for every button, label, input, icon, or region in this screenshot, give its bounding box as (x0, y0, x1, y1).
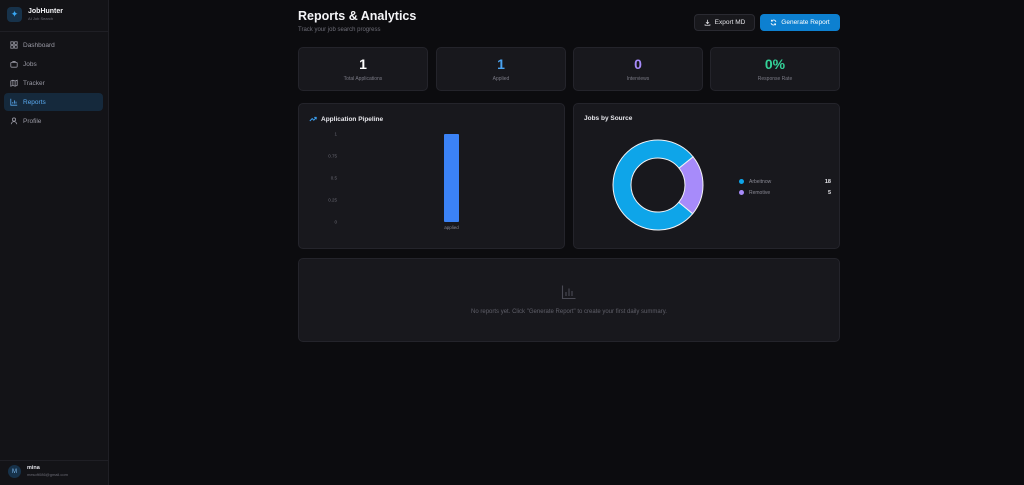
stat-label: Response Rate (757, 76, 793, 82)
stat-label: Interviews (626, 76, 650, 82)
download-icon (704, 19, 710, 26)
sparkle-icon: ✦ (7, 7, 22, 22)
card-title-label: Application Pipeline (321, 115, 384, 123)
sidebar-item-profile[interactable]: Profile (4, 112, 103, 130)
card-title: Application Pipeline (309, 115, 383, 123)
stat-label: Applied (492, 76, 510, 82)
sidebar-item-dashboard[interactable]: Dashboard (4, 36, 103, 54)
refresh-icon (770, 19, 777, 26)
user-email: mesoft086@gmail.com (27, 472, 68, 477)
stat-value: 0% (764, 56, 786, 72)
card-title: Jobs by Source (584, 115, 632, 122)
stat-interviews: 0 Interviews (573, 47, 703, 91)
trending-up-icon (309, 116, 317, 122)
app-subtitle: AI Job Search (28, 16, 54, 21)
y-tick-label: 0 (334, 220, 337, 225)
legend-value: 18 (824, 178, 831, 185)
sidebar-item-label: Jobs (23, 60, 37, 68)
user-icon (10, 117, 18, 125)
slice-arbeitnow (612, 139, 694, 231)
sidebar-item-label: Reports (23, 98, 46, 106)
legend-item-remotive: Remotive 5 (739, 187, 831, 198)
generate-report-button[interactable]: Generate Report (760, 14, 840, 31)
pipeline-bar-chart: 0 0.25 0.5 0.75 1 applied (328, 132, 459, 231)
sidebar-item-label: Profile (23, 117, 42, 125)
y-tick-label: 0.5 (331, 176, 338, 181)
chart-legend: Arbeitnow 18 Remotive 5 (739, 176, 831, 198)
legend-swatch (739, 179, 744, 184)
generate-report-label: Generate Report (781, 19, 830, 26)
layout-grid-icon (10, 41, 18, 49)
user-name: mina (27, 465, 40, 471)
divider (0, 31, 109, 32)
y-tick-label: 1 (334, 132, 337, 137)
legend-value: 5 (827, 189, 831, 196)
empty-state-text: No reports yet. Click "Generate Report" … (471, 309, 667, 315)
bar-chart-icon (561, 285, 576, 300)
export-md-button[interactable]: Export MD (694, 14, 755, 31)
jobs-by-source-card: Jobs by Source Arbeitnow 18 Remotive 5 (573, 103, 840, 249)
bar-applied (444, 134, 459, 222)
sidebar: ✦ JobHunter AI Job Search Dashboard Jobs… (0, 0, 109, 485)
legend-swatch (739, 190, 744, 195)
stat-total-applications: 1 Total Applications (298, 47, 428, 91)
stat-value: 1 (497, 56, 505, 72)
avatar: M (8, 465, 21, 478)
slice-remotive (678, 156, 704, 215)
sidebar-item-label: Tracker (23, 79, 45, 87)
bar-chart-icon (10, 98, 18, 106)
page-title: Reports & Analytics (298, 9, 417, 23)
sidebar-item-reports[interactable]: Reports (4, 93, 103, 111)
stat-applied: 1 Applied (436, 47, 566, 91)
jobs-by-source-donut-chart (612, 139, 704, 231)
stat-label: Total Applications (343, 76, 383, 82)
map-icon (10, 79, 18, 87)
y-tick-label: 0.75 (328, 154, 337, 159)
x-tick-label: applied (444, 225, 459, 230)
brand[interactable]: ✦ JobHunter AI Job Search (7, 7, 63, 22)
sidebar-item-tracker[interactable]: Tracker (4, 74, 103, 92)
legend-label: Remotive (749, 189, 771, 196)
legend-item-arbeitnow: Arbeitnow 18 (739, 176, 831, 187)
y-tick-label: 0.25 (328, 198, 337, 203)
divider (0, 460, 109, 461)
user-profile[interactable]: M mina mesoft086@gmail.com (8, 465, 68, 478)
sidebar-nav: Dashboard Jobs Tracker Reports Profile (4, 36, 103, 131)
stat-response-rate: 0% Response Rate (710, 47, 840, 91)
briefcase-icon (10, 61, 18, 68)
application-pipeline-card: Application Pipeline 0 0.25 0.5 0.75 1 applie… (298, 103, 565, 249)
legend-label: Arbeitnow (749, 178, 772, 185)
stat-value: 1 (359, 56, 367, 72)
sidebar-item-label: Dashboard (23, 41, 55, 49)
reports-empty-state: No reports yet. Click "Generate Report" … (298, 258, 840, 342)
page-subtitle: Track your job search progress (298, 27, 381, 33)
card-title-label: Jobs by Source (584, 115, 633, 122)
sidebar-item-jobs[interactable]: Jobs (4, 55, 103, 73)
app-name: JobHunter (28, 8, 63, 15)
export-md-label: Export MD (714, 19, 746, 26)
stat-value: 0 (634, 56, 642, 72)
